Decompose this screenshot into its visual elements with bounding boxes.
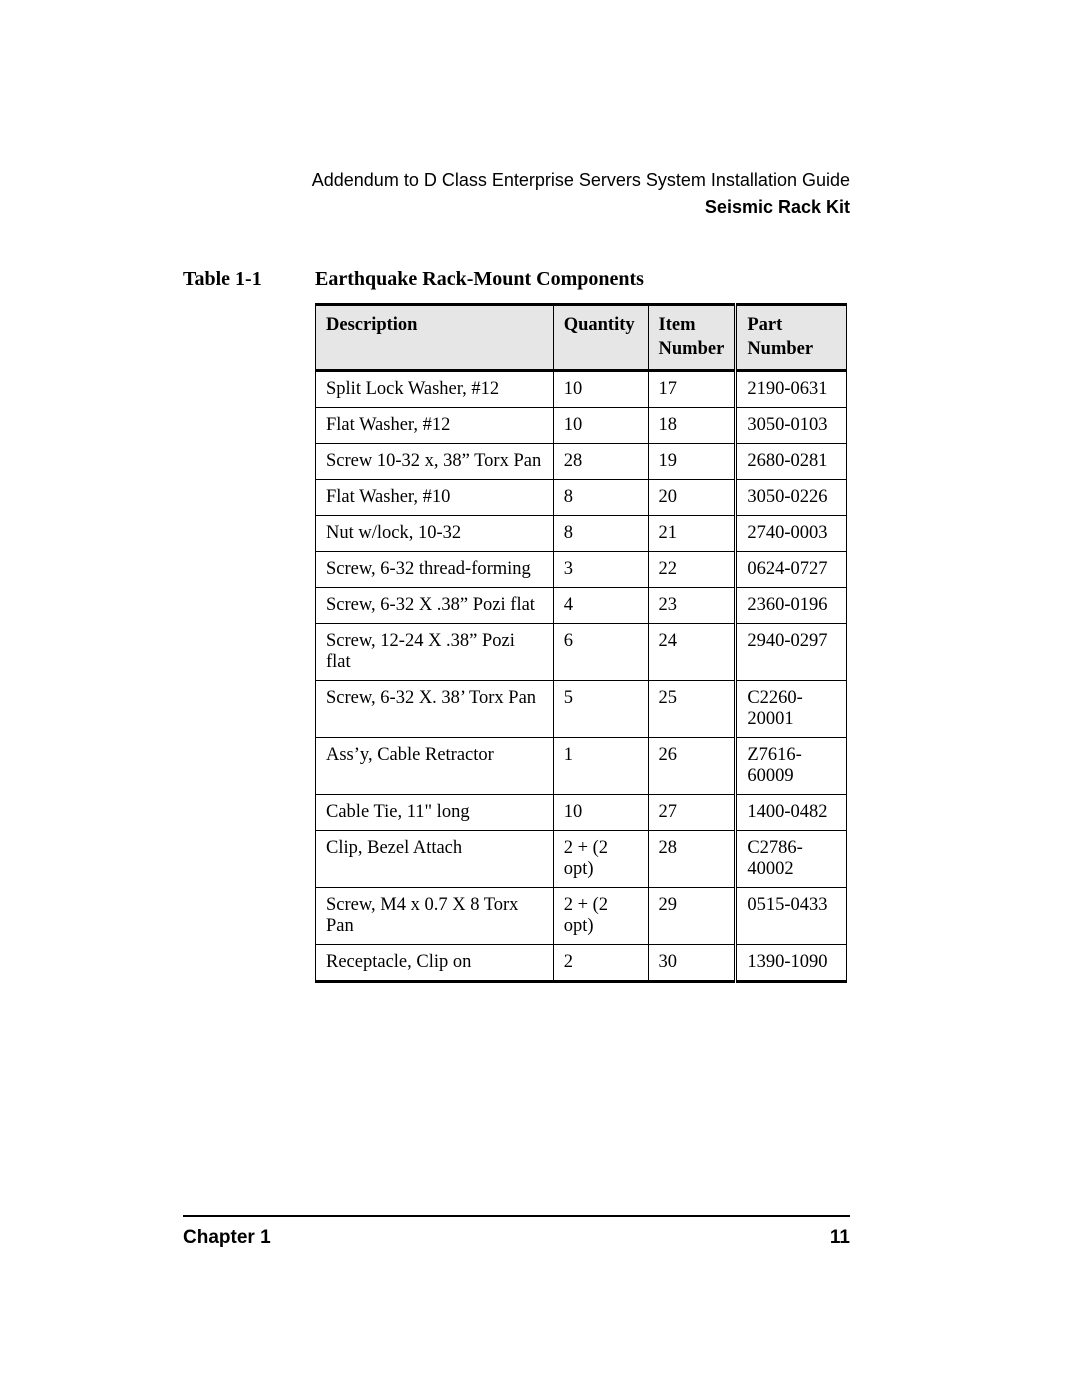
cell-part-number: 3050-0103: [736, 407, 847, 443]
cell-quantity: 5: [553, 680, 648, 737]
cell-item-number: 30: [648, 944, 736, 981]
cell-part-number: 2360-0196: [736, 587, 847, 623]
col-header-part-number: Part Number: [736, 305, 847, 370]
cell-description: Receptacle, Clip on: [316, 944, 554, 981]
footer-chapter: Chapter 1: [183, 1227, 271, 1249]
footer-page-number: 11: [830, 1227, 850, 1249]
table-row: Split Lock Washer, #12 10 17 2190-0631: [316, 370, 847, 407]
cell-part-number: 0624-0727: [736, 551, 847, 587]
cell-description: Screw 10-32 x, 38” Torx Pan: [316, 443, 554, 479]
cell-quantity: 2 + (2 opt): [553, 887, 648, 944]
table-row: Nut w/lock, 10-32 8 21 2740-0003: [316, 515, 847, 551]
table-row: Screw, 6-32 X .38” Pozi flat 4 23 2360-0…: [316, 587, 847, 623]
cell-part-number: 2680-0281: [736, 443, 847, 479]
cell-item-number: 23: [648, 587, 736, 623]
document-page: Addendum to D Class Enterprise Servers S…: [0, 0, 1080, 1397]
cell-part-number: Z7616-60009: [736, 737, 847, 794]
header-section-title: Seismic Rack Kit: [183, 195, 850, 220]
cell-description: Ass’y, Cable Retractor: [316, 737, 554, 794]
cell-description: Split Lock Washer, #12: [316, 370, 554, 407]
table-row: Screw, M4 x 0.7 X 8 Torx Pan 2 + (2 opt)…: [316, 887, 847, 944]
cell-quantity: 8: [553, 515, 648, 551]
cell-part-number: 3050-0226: [736, 479, 847, 515]
cell-description: Clip, Bezel Attach: [316, 830, 554, 887]
cell-description: Flat Washer, #10: [316, 479, 554, 515]
cell-item-number: 29: [648, 887, 736, 944]
table-caption-label: Table 1-1: [183, 268, 315, 291]
cell-quantity: 6: [553, 623, 648, 680]
col-header-quantity: Quantity: [553, 305, 648, 370]
cell-quantity: 2: [553, 944, 648, 981]
table-caption-title: Earthquake Rack-Mount Components: [315, 268, 644, 291]
cell-part-number: 2190-0631: [736, 370, 847, 407]
cell-quantity: 10: [553, 370, 648, 407]
cell-part-number: 0515-0433: [736, 887, 847, 944]
cell-description: Screw, 12-24 X .38” Pozi flat: [316, 623, 554, 680]
cell-quantity: 3: [553, 551, 648, 587]
cell-item-number: 19: [648, 443, 736, 479]
table-body: Split Lock Washer, #12 10 17 2190-0631 F…: [316, 370, 847, 981]
table-row: Cable Tie, 11" long 10 27 1400-0482: [316, 794, 847, 830]
table-row: Clip, Bezel Attach 2 + (2 opt) 28 C2786-…: [316, 830, 847, 887]
cell-item-number: 26: [648, 737, 736, 794]
cell-part-number: 2740-0003: [736, 515, 847, 551]
cell-quantity: 10: [553, 794, 648, 830]
cell-part-number: 2940-0297: [736, 623, 847, 680]
table-row: Receptacle, Clip on 2 30 1390-1090: [316, 944, 847, 981]
header-document-title: Addendum to D Class Enterprise Servers S…: [183, 168, 850, 193]
cell-quantity: 2 + (2 opt): [553, 830, 648, 887]
cell-part-number: 1400-0482: [736, 794, 847, 830]
cell-description: Nut w/lock, 10-32: [316, 515, 554, 551]
cell-quantity: 28: [553, 443, 648, 479]
running-header: Addendum to D Class Enterprise Servers S…: [183, 168, 850, 220]
table-row: Screw, 12-24 X .38” Pozi flat 6 24 2940-…: [316, 623, 847, 680]
cell-quantity: 1: [553, 737, 648, 794]
cell-description: Flat Washer, #12: [316, 407, 554, 443]
cell-item-number: 27: [648, 794, 736, 830]
table-row: Screw, 6-32 X. 38’ Torx Pan 5 25 C2260-2…: [316, 680, 847, 737]
cell-quantity: 4: [553, 587, 648, 623]
cell-item-number: 21: [648, 515, 736, 551]
col-header-description: Description: [316, 305, 554, 370]
table-row: Screw, 6-32 thread-forming 3 22 0624-072…: [316, 551, 847, 587]
cell-item-number: 20: [648, 479, 736, 515]
col-header-item-number: ItemNumber: [648, 305, 736, 370]
cell-description: Screw, 6-32 X. 38’ Torx Pan: [316, 680, 554, 737]
cell-description: Screw, M4 x 0.7 X 8 Torx Pan: [316, 887, 554, 944]
table-caption: Table 1-1 Earthquake Rack-Mount Componen…: [183, 268, 850, 291]
cell-item-number: 24: [648, 623, 736, 680]
table-row: Flat Washer, #10 8 20 3050-0226: [316, 479, 847, 515]
cell-description: Cable Tie, 11" long: [316, 794, 554, 830]
components-table: Description Quantity ItemNumber Part Num…: [315, 303, 847, 982]
cell-description: Screw, 6-32 X .38” Pozi flat: [316, 587, 554, 623]
cell-quantity: 8: [553, 479, 648, 515]
cell-part-number: C2260-20001: [736, 680, 847, 737]
table-row: Flat Washer, #12 10 18 3050-0103: [316, 407, 847, 443]
cell-description: Screw, 6-32 thread-forming: [316, 551, 554, 587]
table-header-row: Description Quantity ItemNumber Part Num…: [316, 305, 847, 370]
col-header-item-number-text: ItemNumber: [659, 315, 725, 358]
cell-item-number: 28: [648, 830, 736, 887]
cell-item-number: 25: [648, 680, 736, 737]
cell-part-number: 1390-1090: [736, 944, 847, 981]
cell-item-number: 18: [648, 407, 736, 443]
cell-quantity: 10: [553, 407, 648, 443]
cell-item-number: 22: [648, 551, 736, 587]
cell-item-number: 17: [648, 370, 736, 407]
table-row: Screw 10-32 x, 38” Torx Pan 28 19 2680-0…: [316, 443, 847, 479]
page-footer: Chapter 1 11: [183, 1215, 850, 1249]
cell-part-number: C2786-40002: [736, 830, 847, 887]
table-row: Ass’y, Cable Retractor 1 26 Z7616-60009: [316, 737, 847, 794]
